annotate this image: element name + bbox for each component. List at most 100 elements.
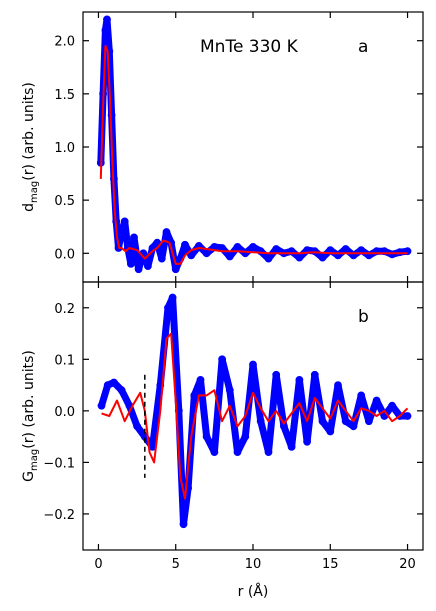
x-axis-label: r (Å) <box>238 583 269 600</box>
data-point-b-20 <box>233 448 242 456</box>
panel-b-y-axis-label: Gmag(r) (arb. units) <box>21 350 40 482</box>
data-point-b-14 <box>190 391 199 400</box>
data-point-b-38 <box>372 396 381 405</box>
data-point-a-10 <box>120 217 129 226</box>
panel-b-ylabel-main: G <box>21 471 37 482</box>
data-point-a-53 <box>403 247 412 256</box>
data-point-a-22 <box>171 265 180 274</box>
data-point-b-37 <box>364 417 373 426</box>
y-tick-label-a-4: 2.0 <box>54 35 75 50</box>
data-point-b-24 <box>264 448 273 456</box>
y-tick-label-b-2: 0.0 <box>54 405 75 420</box>
data-point-b-41 <box>395 412 404 420</box>
data-point-b-15 <box>196 375 205 384</box>
panel-b-label: b <box>358 307 369 327</box>
fit-line-a <box>99 45 408 265</box>
data-point-a-16 <box>143 262 152 270</box>
y-tick-label-a-1: 0.5 <box>54 194 75 209</box>
data-point-b-16 <box>202 432 211 441</box>
data-point-b-13 <box>184 484 193 493</box>
panel-b-ylabel-rest: (r) (arb. units) <box>21 350 37 449</box>
data-point-b-22 <box>249 360 257 369</box>
data-point-b-36 <box>357 391 366 400</box>
data-point-a-44 <box>334 251 342 260</box>
data-point-b-31 <box>318 417 327 426</box>
panel-b-x-ticks: 0 5 10 15 20 <box>94 282 416 572</box>
panel-a-label: a <box>358 37 368 57</box>
data-point-b-23 <box>256 417 265 426</box>
data-point-a-52 <box>395 248 404 257</box>
y-tick-label-b-3: 0.1 <box>54 353 75 368</box>
data-point-b-27 <box>287 442 296 451</box>
data-point-a-35 <box>264 254 273 263</box>
data-point-a-34 <box>256 247 265 256</box>
data-point-a-48 <box>364 251 373 260</box>
data-point-b-28 <box>295 375 304 384</box>
data-point-a-50 <box>380 247 389 256</box>
data-point-b-19 <box>225 386 234 395</box>
data-point-a-3 <box>103 15 111 24</box>
panel-a-plot <box>96 15 412 274</box>
data-point-a-14 <box>134 265 143 274</box>
panel-a-title: MnTe 330 K <box>200 37 299 57</box>
data-point-a-9 <box>117 228 126 236</box>
data-point-b-17 <box>210 448 219 456</box>
y-tick-label-a-2: 1.0 <box>54 141 75 156</box>
data-point-b-32 <box>326 427 335 436</box>
x-tick-label-3: 15 <box>322 557 339 572</box>
panel-b-plot <box>97 293 412 529</box>
data-point-a-30 <box>225 252 234 261</box>
data-point-a-2 <box>101 26 110 34</box>
data-point-b-21 <box>241 432 250 441</box>
panel-a-y-ticks: 0.0 0.5 1.0 1.5 2.0 <box>54 35 423 262</box>
data-point-b-9 <box>164 303 172 312</box>
y-tick-label-a-3: 1.5 <box>54 88 75 103</box>
data-point-a-45 <box>341 245 350 253</box>
data-point-b-0 <box>97 401 106 410</box>
data-series-band-b <box>98 294 411 528</box>
data-point-b-18 <box>218 355 227 364</box>
data-point-a-46 <box>349 251 358 260</box>
data-point-a-25 <box>187 251 196 260</box>
data-point-b-42 <box>403 412 412 420</box>
data-point-a-51 <box>388 250 396 259</box>
x-tick-label-4: 20 <box>399 557 416 572</box>
data-point-b-5 <box>133 422 142 431</box>
data-point-a-31 <box>233 242 242 251</box>
panel-b-ylabel-sub: mag <box>29 449 40 471</box>
data-point-b-33 <box>334 381 342 389</box>
data-point-b-1 <box>103 381 112 389</box>
data-point-a-13 <box>130 233 138 242</box>
data-point-a-42 <box>318 253 327 262</box>
data-point-a-19 <box>157 254 166 263</box>
data-point-a-39 <box>295 253 304 262</box>
data-point-b-2 <box>110 378 118 387</box>
panel-b: −0.2 −0.1 0.0 0.1 0.2 0 5 10 15 20 b Gmag(r) (ar… <box>21 281 424 600</box>
x-tick-label-0: 0 <box>94 557 102 572</box>
panel-a-ylabel-main: d <box>21 203 37 212</box>
data-point-a-41 <box>310 247 319 256</box>
data-point-a-26 <box>194 241 203 250</box>
fit-line-b <box>101 332 409 500</box>
data-point-b-35 <box>349 422 358 431</box>
panel-b-y-ticks: −0.2 −0.1 0.0 0.1 0.2 <box>43 302 423 523</box>
panel-a-ylabel-sub: mag <box>29 181 40 203</box>
data-point-a-12 <box>126 259 135 268</box>
data-point-a-32 <box>241 249 250 258</box>
data-point-b-3 <box>117 386 126 395</box>
data-point-a-27 <box>202 249 211 258</box>
x-tick-label-2: 10 <box>245 557 262 572</box>
panel-a-x-ticks <box>97 12 409 282</box>
data-point-b-10 <box>168 293 177 302</box>
y-tick-label-b-4: 0.2 <box>54 302 75 317</box>
data-point-a-38 <box>287 247 296 256</box>
panel-a-y-axis-label: dmag(r) (arb. units) <box>21 82 40 212</box>
data-point-b-34 <box>341 417 350 426</box>
y-tick-label-b-0: −0.2 <box>43 508 75 523</box>
data-point-a-36 <box>272 245 281 253</box>
x-tick-label-1: 5 <box>172 557 180 572</box>
data-point-b-29 <box>303 437 311 446</box>
y-tick-label-b-1: −0.1 <box>43 456 75 471</box>
data-point-b-25 <box>272 370 281 379</box>
